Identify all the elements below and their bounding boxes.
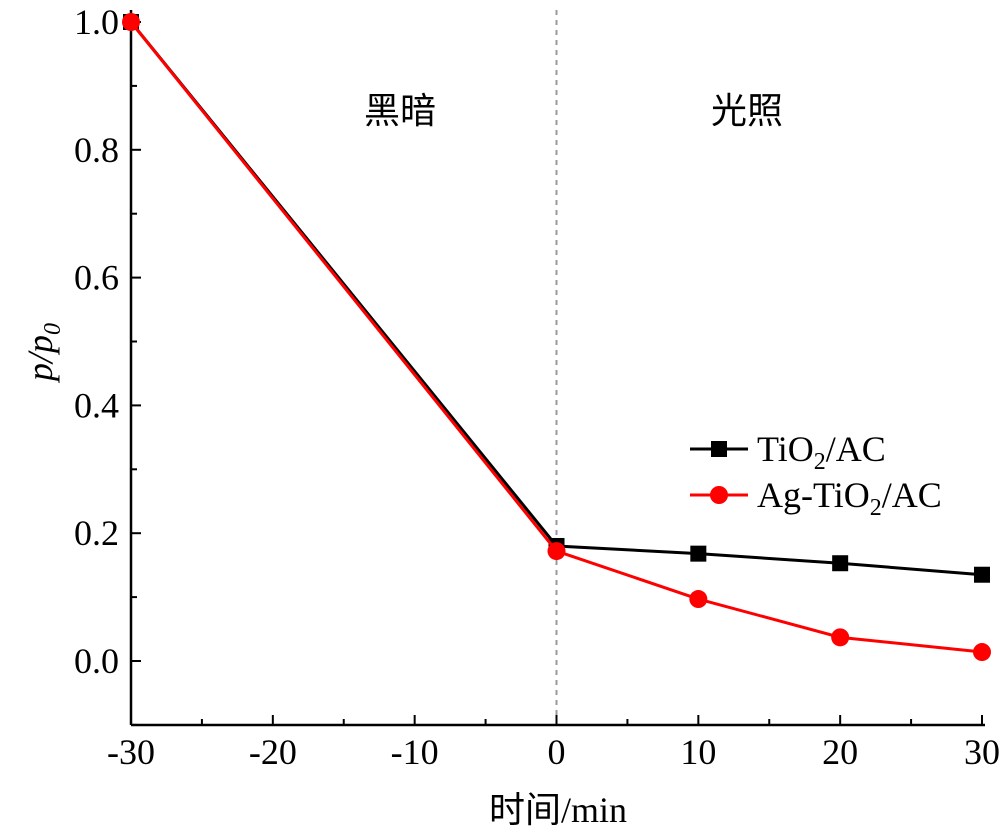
x-tick-label: -30	[107, 732, 155, 772]
legend: TiO2/AC Ag-TiO2/AC	[690, 429, 942, 521]
x-tick-label: -10	[391, 732, 439, 772]
axis-ticks: -30 -20 -10 0 10 20 30 0.0 0.2 0.4 0.6 0.8 1.0	[74, 2, 1000, 772]
series-layer	[122, 13, 991, 662]
data-point-circle	[973, 643, 991, 662]
x-tick-label: 30	[964, 732, 1000, 772]
data-point-circle	[831, 628, 850, 647]
x-axis-title: 时间/min	[489, 790, 627, 830]
y-axis-title-sub: 0	[40, 323, 66, 335]
annotation-light: 光照	[711, 91, 783, 132]
data-point-square	[690, 545, 707, 562]
legend-marker-ag-tio2	[710, 486, 728, 504]
x-tick-label: 10	[680, 732, 716, 772]
y-tick-label: 0.2	[74, 513, 119, 553]
y-tick-label: 1.0	[74, 2, 119, 42]
x-tick-label: 0	[548, 732, 566, 772]
x-tick-label: -20	[249, 732, 297, 772]
data-point-circle	[547, 542, 566, 561]
y-tick-label: 0.6	[74, 258, 119, 298]
y-axis-title: p/p0	[20, 323, 66, 384]
legend-label-ag-tio2: Ag-TiO2/AC	[757, 475, 942, 521]
legend-label-tio2: TiO2/AC	[757, 429, 886, 475]
y-tick-label: 0.0	[74, 641, 119, 681]
data-point-circle	[689, 590, 708, 609]
y-axis-title-main: p/p	[20, 335, 60, 384]
annotation-dark: 黑暗	[364, 91, 436, 132]
data-point-circle	[122, 13, 140, 31]
x-tick-label: 20	[822, 732, 858, 772]
y-tick-label: 0.4	[74, 385, 119, 425]
y-tick-label: 0.8	[74, 130, 119, 170]
data-point-square	[974, 566, 990, 583]
data-point-square	[832, 555, 849, 572]
legend-marker-tio2	[711, 441, 727, 457]
